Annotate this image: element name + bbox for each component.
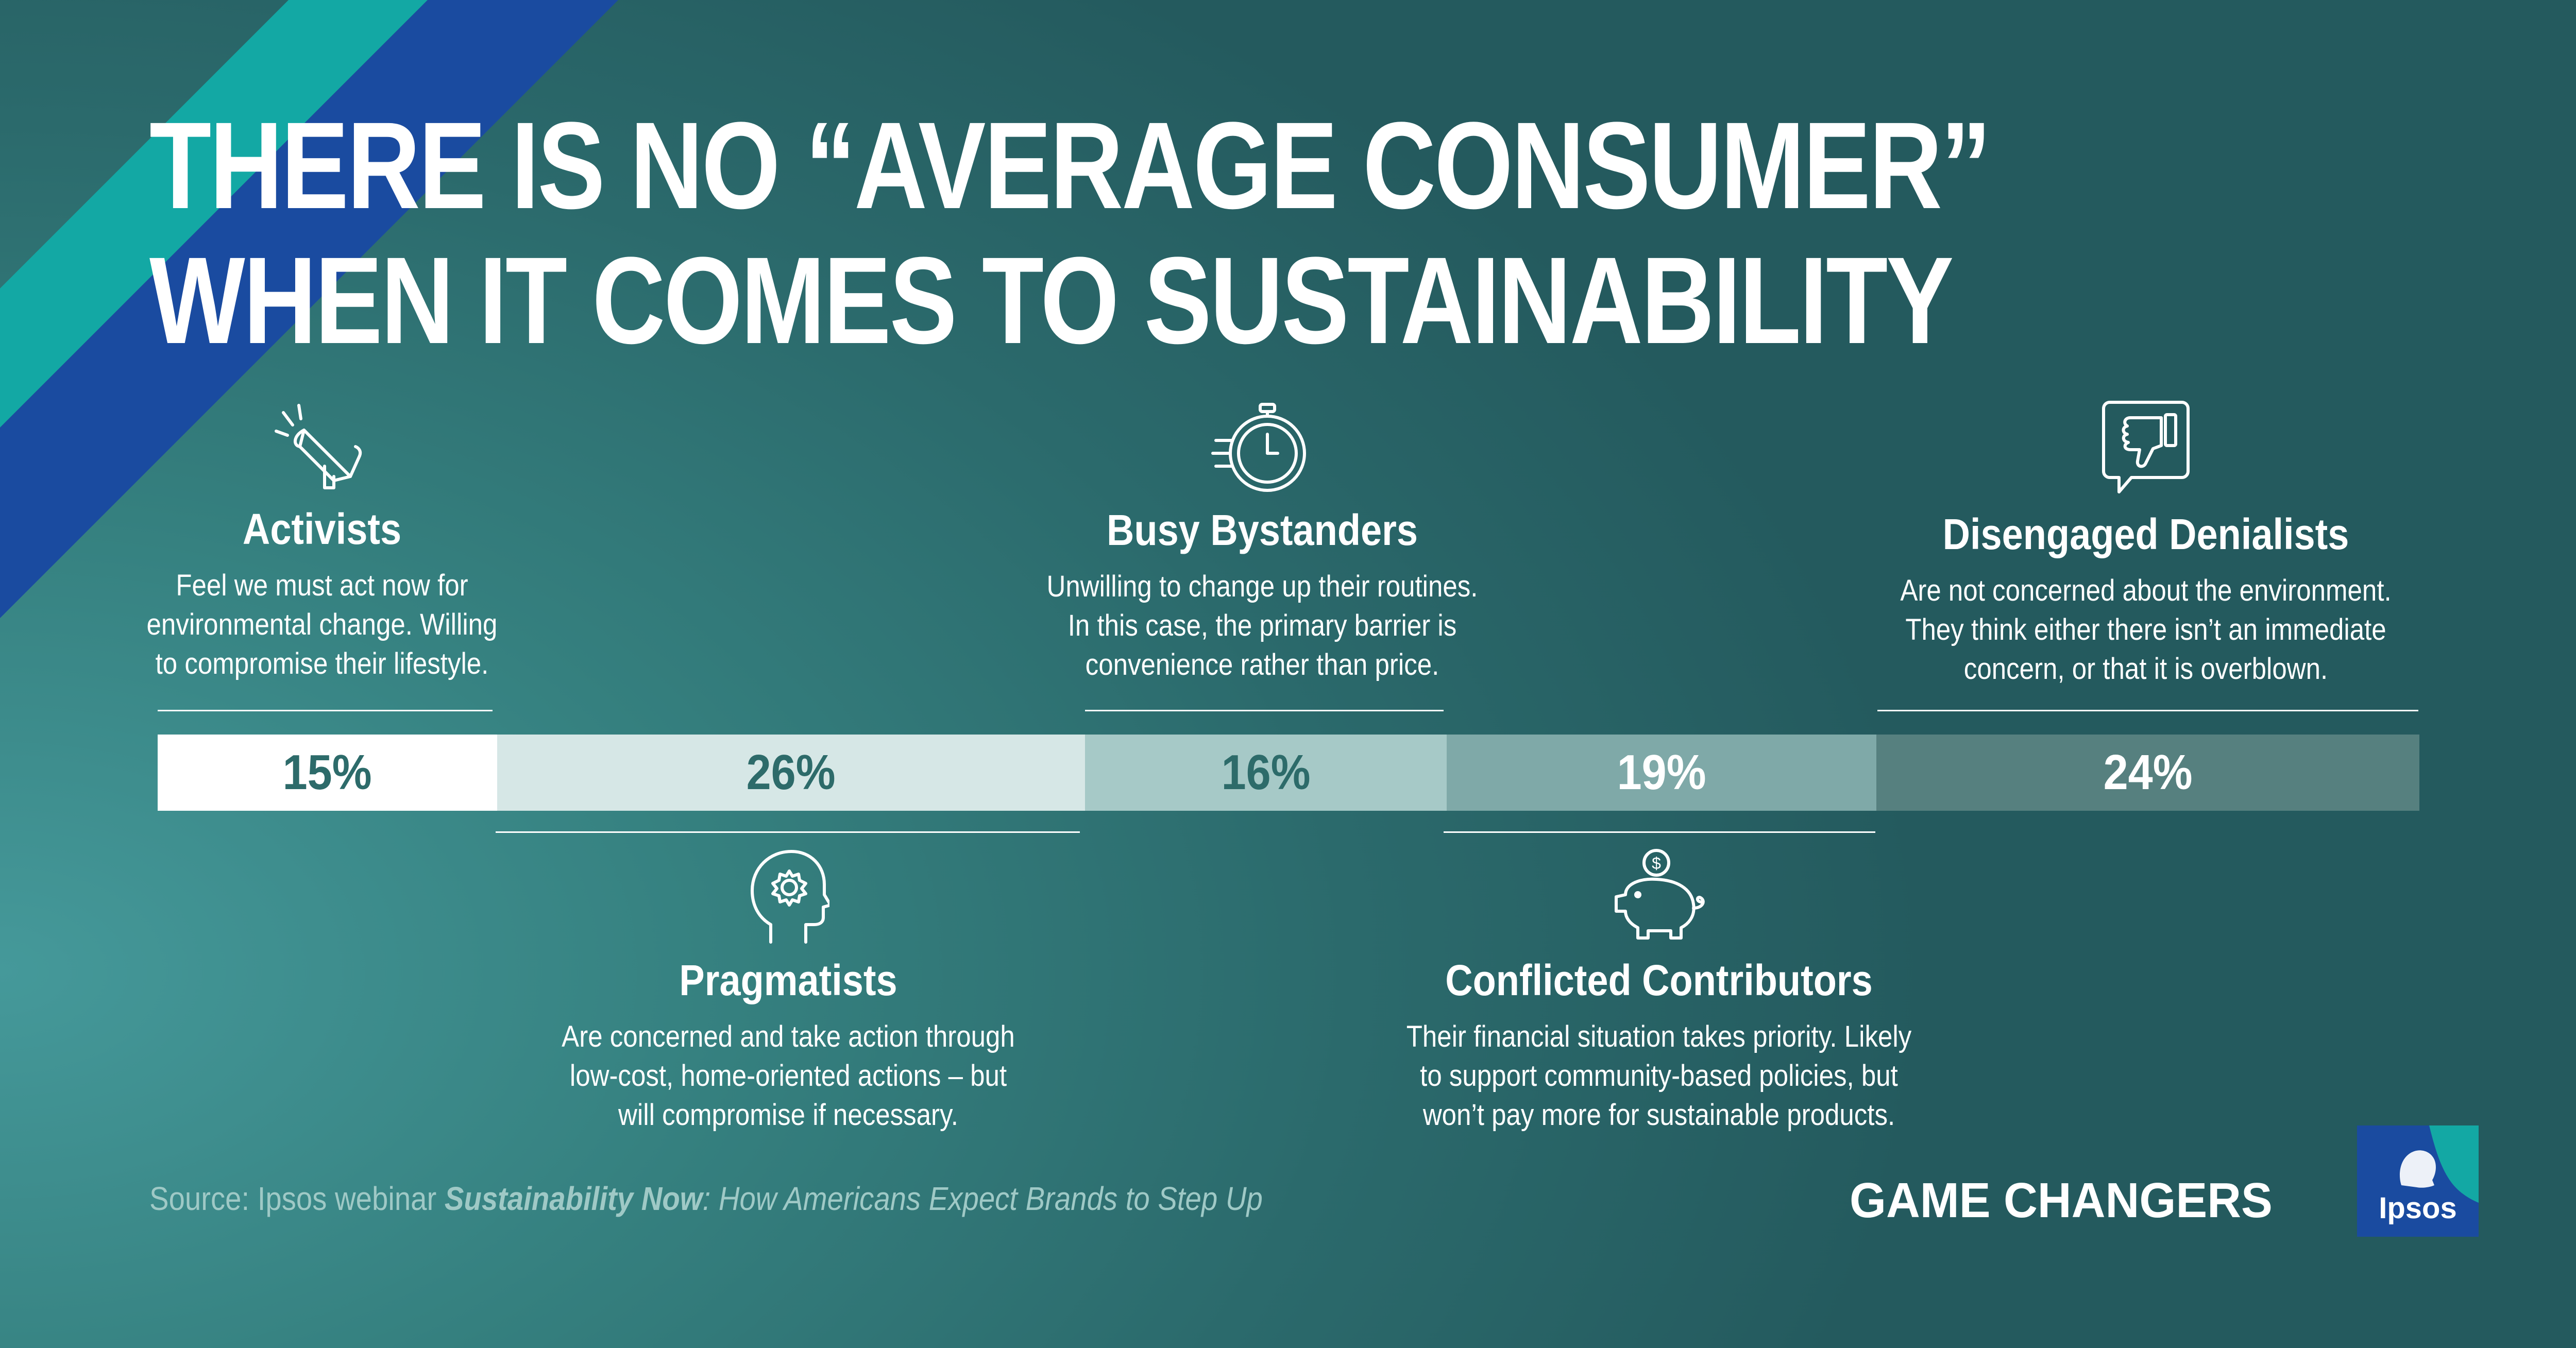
segment-description: Unwilling to change up their routines. I… — [1046, 570, 1478, 681]
segment-name: Disengaged Denialists — [1942, 510, 2349, 558]
source-suffix: : How Americans Expect Brands to Step Up — [702, 1180, 1263, 1217]
bar-segment-busy-bystanders: 16% — [1085, 735, 1447, 811]
segment-name: Busy Bystanders — [1107, 506, 1418, 554]
segment-activists: Activists Feel we must act now for envir… — [67, 399, 577, 684]
thumbs-down-icon — [2102, 401, 2190, 493]
ipsos-logo: Ipsos — [2357, 1125, 2479, 1237]
segment-description: Their financial situation takes priority… — [1406, 1020, 1912, 1132]
title-line-2: WHEN IT COMES TO SUSTAINABILITY — [149, 231, 1954, 369]
bar-segment-disengaged-denialists: 24% — [1876, 735, 2419, 811]
megaphone-icon — [275, 404, 362, 489]
source-note: Source: Ipsos webinar Sustainability Now… — [149, 1180, 1263, 1218]
game-changers-tagline: GAME CHANGERS — [1850, 1173, 2273, 1228]
segment-description: Feel we must act now for environmental c… — [146, 569, 498, 680]
conflicted-contributors-rule — [1444, 831, 1875, 833]
segment-busy-bystanders: Busy Bystanders Unwilling to change up t… — [979, 399, 1546, 685]
activists-rule — [158, 710, 493, 711]
bar-value-label: 19% — [1617, 745, 1706, 800]
page-title: THERE IS NO “AVERAGE CONSUMER” WHEN IT C… — [149, 96, 1991, 369]
bar-segment-activists: 15% — [158, 735, 497, 811]
blue-stripe — [0, 0, 618, 618]
bar-value-label: 16% — [1221, 745, 1311, 800]
title-line-1: THERE IS NO “AVERAGE CONSUMER” — [149, 96, 1991, 234]
piggy-bank-icon: $ — [1615, 849, 1705, 940]
head-gear-icon — [751, 850, 829, 944]
logo-mark-icon — [2399, 1125, 2479, 1203]
segment-pragmatists: Pragmatists Are concerned and take actio… — [510, 847, 1066, 1135]
source-prefix: Source: Ipsos webinar — [149, 1180, 445, 1217]
busy-bystanders-rule — [1085, 710, 1444, 711]
bar-value-label: 26% — [747, 745, 836, 800]
bar-segment-pragmatists: 26% — [497, 735, 1085, 811]
disengaged-denialists-rule — [1877, 710, 2418, 711]
segment-share-bar: 15% 26% 16% 19% 24% — [158, 735, 2419, 811]
segment-disengaged-denialists: Disengaged Denialists Are not concerned … — [1834, 399, 2458, 689]
segment-conflicted-contributors: $ Conflicted Contributors Their financia… — [1360, 847, 1958, 1135]
pragmatists-rule — [496, 831, 1080, 833]
stopwatch-icon — [1211, 403, 1306, 492]
bar-value-label: 24% — [2103, 745, 2193, 800]
decorative-stripes — [0, 0, 618, 618]
source-webinar-title: Sustainability Now — [444, 1180, 703, 1217]
segment-name: Pragmatists — [679, 956, 897, 1004]
svg-text:$: $ — [1652, 854, 1661, 873]
segment-description: Are concerned and take action through lo… — [562, 1020, 1015, 1132]
segment-description: Are not concerned about the environment.… — [1900, 574, 2392, 686]
segment-name: Conflicted Contributors — [1445, 956, 1873, 1004]
bar-segment-conflicted-contributors: 19% — [1447, 735, 1876, 811]
bar-value-label: 15% — [283, 745, 372, 800]
logo-text: Ipsos — [2379, 1191, 2457, 1225]
segment-name: Activists — [242, 505, 402, 553]
